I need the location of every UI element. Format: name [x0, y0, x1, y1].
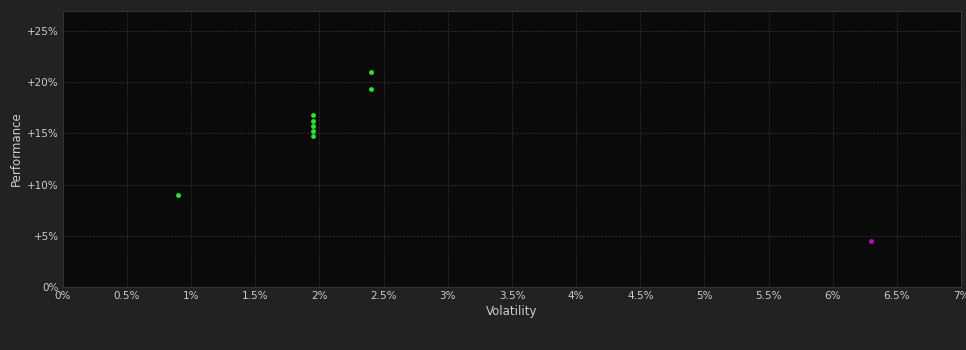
Point [864, 238, 879, 244]
Y-axis label: Performance: Performance [10, 111, 23, 186]
X-axis label: Volatility: Volatility [486, 305, 538, 318]
Point [305, 134, 321, 139]
Point [171, 192, 186, 198]
Point [305, 124, 321, 129]
Point [305, 112, 321, 118]
Point [363, 86, 379, 92]
Point [305, 128, 321, 134]
Point [363, 69, 379, 75]
Point [305, 118, 321, 124]
